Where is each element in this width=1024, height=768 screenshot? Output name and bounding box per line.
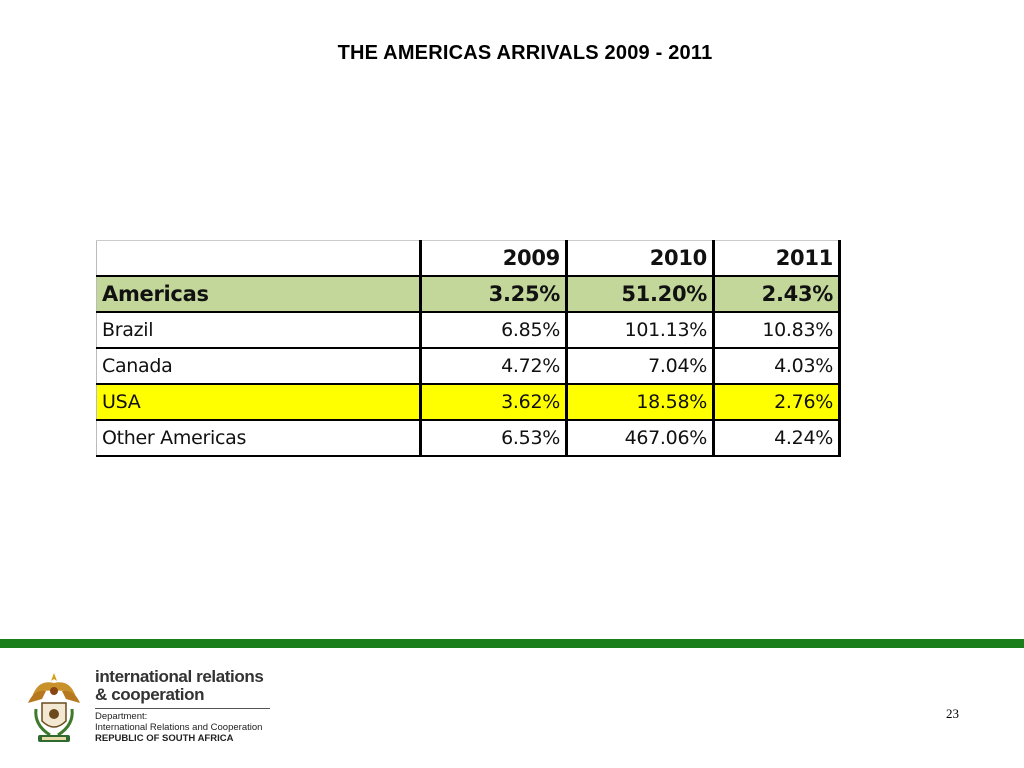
cell-2011: 10.83% xyxy=(713,311,841,349)
cell-2011: 4.24% xyxy=(713,419,841,457)
row-label: Americas xyxy=(96,275,422,313)
header-label-cell xyxy=(96,240,422,277)
row-label: Other Americas xyxy=(96,419,422,457)
org-name-line2: & cooperation xyxy=(95,685,205,704)
row-label: Brazil xyxy=(96,311,422,349)
cell-2011: 2.76% xyxy=(713,383,841,421)
org-name-line1: international relations xyxy=(95,667,264,686)
cell-2009: 6.53% xyxy=(420,419,568,457)
cell-2010: 467.06% xyxy=(566,419,715,457)
table-row: Other Americas 6.53% 467.06% 4.24% xyxy=(96,419,841,457)
cell-2011: 4.03% xyxy=(713,347,841,385)
country-name: REPUBLIC OF SOUTH AFRICA xyxy=(95,733,234,744)
slide-title: THE AMERICAS ARRIVALS 2009 - 2011 xyxy=(337,42,713,64)
header-year-2011: 2011 xyxy=(713,240,841,277)
table-row: Brazil 6.85% 101.13% 10.83% xyxy=(96,311,841,349)
table-row: Canada 4.72% 7.04% 4.03% xyxy=(96,347,841,385)
table-header-row: 2009 2010 2011 xyxy=(96,240,841,277)
cell-2010: 18.58% xyxy=(566,383,715,421)
cell-2009: 3.62% xyxy=(420,383,568,421)
dept-name: International Relations and Cooperation xyxy=(95,722,263,733)
table-row: Americas 3.25% 51.20% 2.43% xyxy=(96,275,841,313)
org-name: international relations & cooperation xyxy=(95,667,264,704)
department-info: Department: International Relations and … xyxy=(95,711,262,744)
cell-2009: 4.72% xyxy=(420,347,568,385)
header-year-2009: 2009 xyxy=(420,240,568,277)
page-number: 23 xyxy=(946,706,959,721)
footer-green-band xyxy=(0,639,1024,648)
footer-divider xyxy=(95,708,270,709)
header-year-2010: 2010 xyxy=(566,240,715,277)
cell-2011: 2.43% xyxy=(713,275,841,313)
table-row: USA 3.62% 18.58% 2.76% xyxy=(96,383,841,421)
arrivals-table: 2009 2010 2011 Americas 3.25% 51.20% 2.4… xyxy=(96,240,841,457)
cell-2010: 51.20% xyxy=(566,275,715,313)
row-label: USA xyxy=(96,383,422,421)
south-africa-coat-of-arms-icon xyxy=(24,669,84,749)
row-label: Canada xyxy=(96,347,422,385)
cell-2009: 3.25% xyxy=(420,275,568,313)
cell-2010: 7.04% xyxy=(566,347,715,385)
cell-2010: 101.13% xyxy=(566,311,715,349)
dept-label: Department: xyxy=(95,711,148,722)
cell-2009: 6.85% xyxy=(420,311,568,349)
